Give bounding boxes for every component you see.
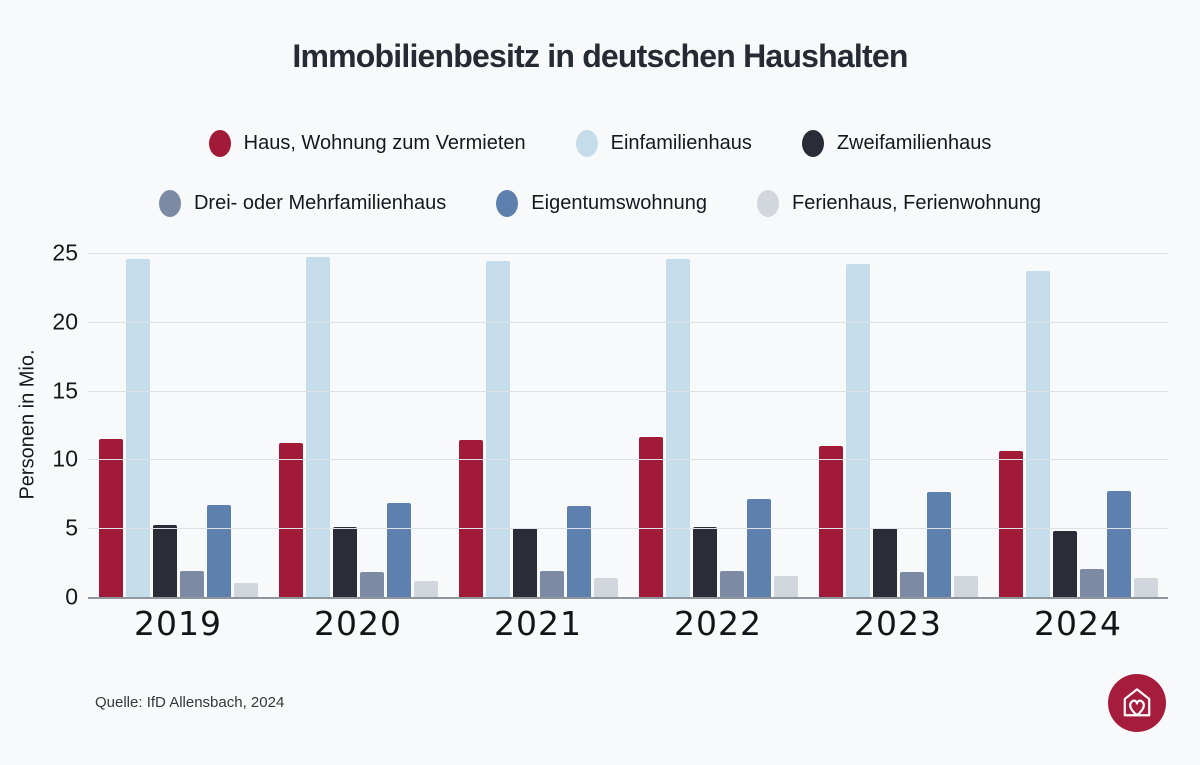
bar-2022-Drei- oder Mehrfamilienhaus <box>719 570 744 597</box>
bar-2021-Zweifamilienhaus <box>512 528 537 597</box>
bar-2021-Haus, Wohnung zum Vermieten <box>458 440 483 597</box>
y-axis-title: Personen in Mio. <box>16 349 39 500</box>
bar-2020-Drei- oder Mehrfamilienhaus <box>359 572 384 597</box>
bar-2021-Drei- oder Mehrfamilienhaus <box>539 570 564 597</box>
bar-2019-Ferienhaus, Ferienwohnung <box>233 583 258 597</box>
x-axis-labels: 2019 2020 2021 2022 2023 2024 <box>88 604 1168 643</box>
bar-2024-Drei- oder Mehrfamilienhaus <box>1079 569 1104 597</box>
bar-2023-Einfamilienhaus <box>845 264 870 597</box>
legend-swatch-icon <box>575 130 598 157</box>
bar-2024-Haus, Wohnung zum Vermieten <box>998 451 1023 597</box>
bar-2020-Eigentumswohnung <box>386 503 411 597</box>
bar-2021-Ferienhaus, Ferienwohnung <box>593 577 618 597</box>
bar-group-2023 <box>808 253 988 597</box>
house-heart-logo-svg <box>1108 674 1166 732</box>
bar-2024-Eigentumswohnung <box>1106 491 1131 597</box>
house-heart-logo <box>1108 674 1166 732</box>
bar-2020-Haus, Wohnung zum Vermieten <box>278 442 303 597</box>
plot-area <box>88 253 1168 599</box>
bar-group-2022 <box>628 253 808 597</box>
bar-2019-Drei- oder Mehrfamilienhaus <box>179 570 204 597</box>
bar-2022-Ferienhaus, Ferienwohnung <box>773 576 798 597</box>
legend-row-1: Haus, Wohnung zum Vermieten Einfamilienha… <box>0 130 1200 157</box>
x-axis-label-2024: 2024 <box>1034 604 1122 643</box>
bar-group-2021 <box>448 253 628 597</box>
x-axis-label-2019: 2019 <box>134 604 222 643</box>
bar-2019-Einfamilienhaus <box>125 258 150 597</box>
bar-2019-Zweifamilienhaus <box>152 525 177 597</box>
bar-2020-Einfamilienhaus <box>305 257 330 597</box>
legend-item: Drei- oder Mehrfamilienhaus <box>158 190 447 217</box>
bar-2019-Eigentumswohnung <box>206 504 231 597</box>
y-tick-label: 0 <box>65 583 78 610</box>
legend-label: Ferienhaus, Ferienwohnung <box>791 192 1042 214</box>
bar-2024-Ferienhaus, Ferienwohnung <box>1133 577 1158 597</box>
legend-label: Drei- oder Mehrfamilienhaus <box>193 192 447 214</box>
gridline <box>88 459 1168 461</box>
legend-swatch-icon <box>158 190 181 217</box>
bar-2024-Zweifamilienhaus <box>1052 530 1077 597</box>
legend-item: Zweifamilienhaus <box>801 130 992 157</box>
bar-2023-Ferienhaus, Ferienwohnung <box>953 576 978 597</box>
legend-swatch-icon <box>801 130 824 157</box>
legend-swatch-icon <box>496 190 519 217</box>
bar-group-2024 <box>988 253 1168 597</box>
x-axis-label-2022: 2022 <box>674 604 762 643</box>
gridline <box>88 528 1168 530</box>
legend-swatch-icon <box>208 130 231 157</box>
bar-2022-Haus, Wohnung zum Vermieten <box>638 437 663 597</box>
bar-2021-Eigentumswohnung <box>566 506 591 597</box>
bar-2023-Drei- oder Mehrfamilienhaus <box>899 572 924 597</box>
x-axis-label-2021: 2021 <box>494 604 582 643</box>
legend-label: Haus, Wohnung zum Vermieten <box>243 132 526 154</box>
y-tick-label: 20 <box>52 308 78 335</box>
x-axis-label-2020: 2020 <box>314 604 402 643</box>
legend-item: Haus, Wohnung zum Vermieten <box>208 130 526 157</box>
legend-label: Zweifamilienhaus <box>836 132 992 154</box>
bar-2023-Zweifamilienhaus <box>872 528 897 597</box>
bar-group-2019 <box>88 253 268 597</box>
bar-2019-Haus, Wohnung zum Vermieten <box>98 438 123 597</box>
gridline <box>88 253 1168 254</box>
bar-2020-Ferienhaus, Ferienwohnung <box>413 580 438 597</box>
bar-2021-Einfamilienhaus <box>485 261 510 597</box>
bar-2022-Eigentumswohnung <box>746 499 771 597</box>
bar-2022-Einfamilienhaus <box>665 258 690 597</box>
y-tick-label: 15 <box>52 377 78 404</box>
bar-2023-Eigentumswohnung <box>926 492 951 597</box>
bar-groups <box>88 253 1168 597</box>
page-title: Immobilienbesitz in deutschen Haushalten <box>292 38 908 74</box>
legend-label: Eigentumswohnung <box>531 192 707 214</box>
legend-row-2: Drei- oder Mehrfamilienhaus Eigentumswohn… <box>0 190 1200 217</box>
y-tick-label: 25 <box>52 239 78 266</box>
legend-item: Eigentumswohnung <box>496 190 707 217</box>
bar-2023-Haus, Wohnung zum Vermieten <box>818 445 843 597</box>
legend-label: Einfamilienhaus <box>610 132 752 154</box>
bar-2022-Zweifamilienhaus <box>692 526 717 597</box>
y-tick-label: 10 <box>52 445 78 472</box>
legend-item: Einfamilienhaus <box>575 130 752 157</box>
y-tick-label: 5 <box>65 514 78 541</box>
bar-2020-Zweifamilienhaus <box>332 526 357 597</box>
x-axis-label-2023: 2023 <box>854 604 942 643</box>
legend-swatch-icon <box>756 190 779 217</box>
bar-group-2020 <box>268 253 448 597</box>
gridline <box>88 390 1168 392</box>
legend-item: Ferienhaus, Ferienwohnung <box>756 190 1042 217</box>
source-note: Quelle: IfD Allensbach, 2024 <box>95 694 285 711</box>
gridline <box>88 321 1168 323</box>
bar-2024-Einfamilienhaus <box>1025 270 1050 597</box>
